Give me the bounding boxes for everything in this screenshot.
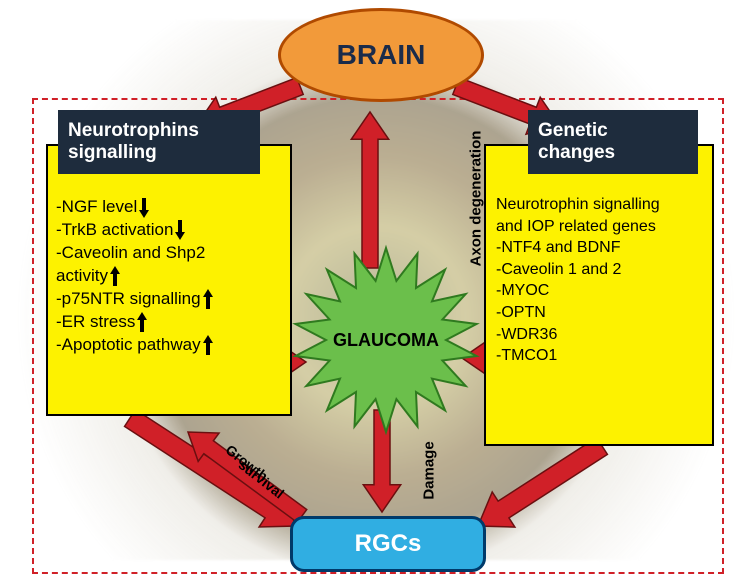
arrow-left-to-rgcs	[119, 400, 308, 543]
neuro-item: -Caveolin and Shp2	[56, 242, 213, 265]
genetic-item: Neurotrophin signalling	[496, 194, 660, 216]
stage: BRAIN Neurotrophins signalling -NGF leve…	[0, 0, 752, 577]
genetic-item: -WDR36	[496, 324, 660, 346]
genetic-title: Genetic changes	[528, 110, 698, 174]
label-axon-degeneration: Axon degeneration	[467, 131, 484, 267]
glaucoma-label-text: GLAUCOMA	[333, 330, 439, 351]
brain-node: BRAIN	[278, 8, 484, 102]
genetic-item: -MYOC	[496, 280, 660, 302]
glaucoma-label: GLAUCOMA	[306, 326, 466, 354]
neurotrophins-body: -NGF level-TrkB activation-Caveolin and …	[56, 196, 213, 357]
label-damage: Damage	[421, 441, 438, 499]
neurotrophins-title-l1: Neurotrophins	[68, 120, 199, 142]
genetic-title-l2: changes	[538, 142, 615, 164]
genetic-body: Neurotrophin signallingand IOP related g…	[496, 194, 660, 367]
neuro-item: -Apoptotic pathway	[56, 334, 213, 357]
genetic-item: -TMCO1	[496, 345, 660, 367]
rgcs-node: RGCs	[290, 516, 486, 572]
genetic-title-l1: Genetic	[538, 120, 615, 142]
neuro-item: -p75NTR signalling	[56, 288, 213, 311]
genetic-item: -Caveolin 1 and 2	[496, 259, 660, 281]
neurotrophins-title: Neurotrophins signalling	[58, 110, 260, 174]
genetic-item: -OPTN	[496, 302, 660, 324]
neuro-item: -TrkB activation	[56, 219, 213, 242]
neuro-item: -NGF level	[56, 196, 213, 219]
neurotrophins-title-l2: signalling	[68, 142, 199, 164]
genetic-item: -NTF4 and BDNF	[496, 237, 660, 259]
rgcs-label: RGCs	[355, 530, 422, 558]
neuro-item: activity	[56, 265, 213, 288]
label-damage-text: Damage	[421, 441, 438, 499]
genetic-item: and IOP related genes	[496, 216, 660, 238]
label-axon-text: Axon degeneration	[467, 131, 484, 267]
neuro-item: -ER stress	[56, 311, 213, 334]
brain-label: BRAIN	[337, 39, 426, 71]
